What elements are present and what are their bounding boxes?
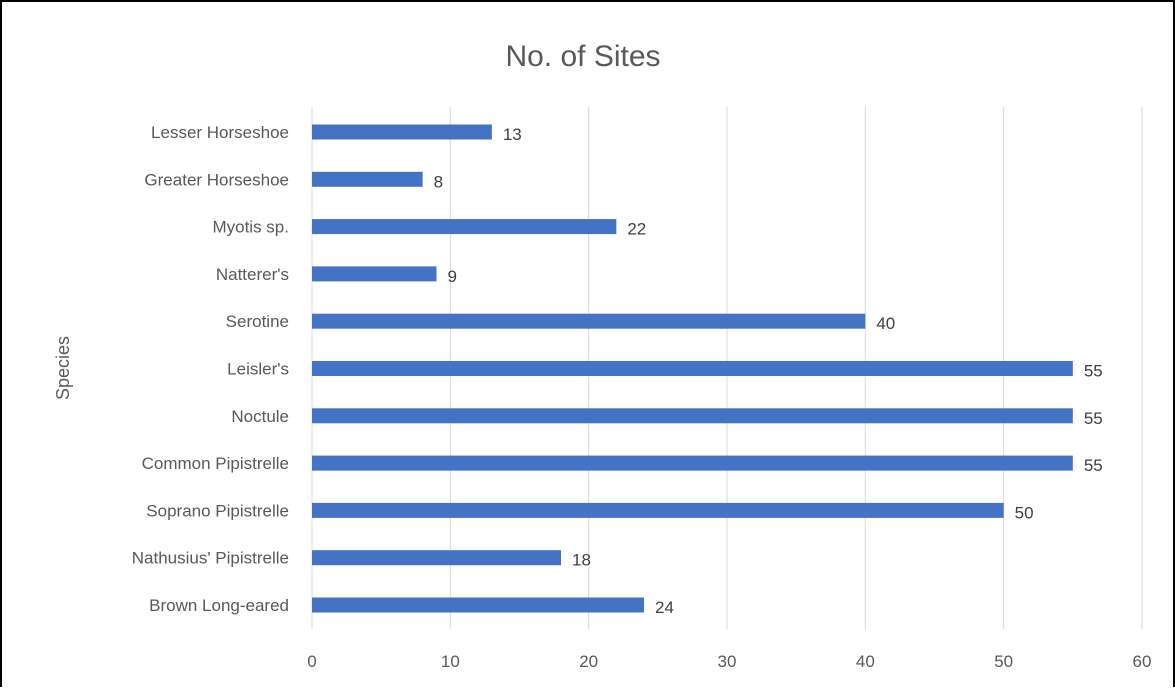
category-label: Brown Long-eared [149, 596, 289, 615]
bar [312, 124, 492, 140]
data-label: 55 [1084, 409, 1103, 428]
category-label: Greater Horseshoe [144, 170, 289, 189]
data-label: 9 [448, 267, 457, 286]
data-label: 18 [572, 551, 591, 570]
x-tick-label: 20 [579, 652, 598, 671]
bar [312, 266, 437, 282]
y-axis-label: Species [53, 336, 73, 400]
bar [312, 361, 1073, 376]
x-tick-label: 40 [856, 652, 875, 671]
category-label: Natterer's [216, 265, 289, 284]
bar [312, 550, 561, 566]
category-label: Nathusius' Pipistrelle [132, 549, 289, 568]
data-label: 13 [503, 125, 522, 144]
x-tick-label: 10 [441, 652, 460, 671]
bar [312, 455, 1073, 471]
bar [312, 408, 1073, 424]
category-label: Common Pipistrelle [142, 454, 289, 473]
x-tick-label: 30 [718, 652, 737, 671]
bar [312, 219, 617, 235]
category-label: Lesser Horseshoe [151, 123, 289, 142]
data-label: 40 [876, 314, 895, 333]
x-tick-label: 0 [307, 652, 316, 671]
x-tick-labels: 0 10 20 30 40 50 60 [307, 652, 1151, 671]
chart-title: No. of Sites [505, 40, 660, 73]
bars [312, 124, 1073, 613]
category-label: Myotis sp. [212, 218, 289, 237]
category-label: Soprano Pipistrelle [146, 501, 289, 520]
bar [312, 597, 644, 613]
category-labels: Lesser Horseshoe Greater Horseshoe Myotis … [132, 123, 289, 615]
category-label: Serotine [226, 312, 289, 331]
data-label: 24 [655, 598, 674, 617]
bar [312, 171, 423, 187]
data-label: 55 [1084, 362, 1103, 381]
category-label: Leisler's [227, 360, 289, 379]
x-tick-label: 50 [994, 652, 1013, 671]
data-label: 50 [1015, 503, 1034, 522]
bar [312, 502, 1004, 518]
data-labels: 13 8 22 9 40 55 55 55 50 18 24 [434, 125, 1103, 617]
x-tick-label: 60 [1133, 652, 1152, 671]
category-label: Noctule [231, 407, 289, 426]
data-label: 8 [434, 172, 443, 191]
data-label: 55 [1084, 456, 1103, 475]
bar [312, 313, 866, 329]
data-label: 22 [627, 220, 646, 239]
